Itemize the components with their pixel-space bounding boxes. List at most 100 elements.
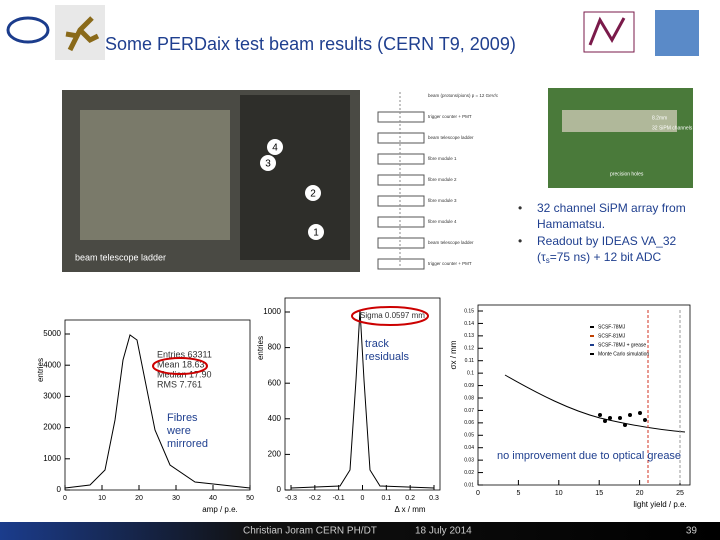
y-tick-label: 0.01 [464, 482, 474, 488]
x-tick-label: 20 [135, 495, 143, 502]
x-tick-label: 0.1 [381, 495, 391, 502]
y-tick-label: 0.05 [464, 433, 474, 439]
y-tick-label: 0.13 [464, 333, 474, 339]
plot-frame [64, 319, 251, 491]
diagram-module [377, 216, 425, 228]
legend-label: Monte Carlo simulation [598, 351, 649, 357]
logos [6, 5, 699, 60]
y-tick-label: 0.1 [467, 370, 474, 376]
footer-bar [0, 522, 720, 540]
point [598, 413, 602, 417]
x-axis-label: Δ x / mm [394, 505, 425, 514]
bullet-sub: s [546, 256, 550, 265]
point [643, 418, 647, 422]
bullet-dot: • [518, 201, 522, 215]
highlight [351, 306, 429, 326]
x-tick-label: 15 [595, 490, 603, 497]
y-tick-label: 1000 [43, 454, 61, 463]
annotation: track residuals [365, 338, 410, 363]
x-tick-label: 0 [361, 495, 365, 502]
footer-author: Christian Joram CERN PH/DT [243, 526, 377, 537]
legend-swatch [590, 326, 594, 328]
y-tick-label: 200 [268, 450, 282, 459]
y-tick-label: 0.06 [464, 420, 474, 426]
annotation-line: mirrored [167, 438, 208, 450]
diagram-label: fibre module 3 [428, 198, 457, 203]
y-tick-label: 3000 [43, 392, 61, 401]
annotation: no improvement due to optical grease [497, 450, 681, 462]
x-tick-label: 40 [209, 495, 217, 502]
point [618, 416, 622, 420]
footer-date: 18 July 2014 [415, 526, 472, 537]
annotation-line: residuals [365, 351, 410, 363]
y-tick-label: 5000 [43, 329, 61, 338]
diagram-module [377, 258, 425, 270]
diagram-label: beam telescope ladder [428, 240, 474, 245]
y-tick-label: 0.03 [464, 457, 474, 463]
diagram-label: beam (protons/pions) p = 12 GeV/c [428, 93, 499, 98]
bullet-text: 32 channel SiPM array from Hamamatsu. [537, 201, 686, 231]
diagram-label: beam telescope ladder [428, 135, 474, 140]
x-tick-label: 20 [636, 490, 644, 497]
stats-text: Sigma 0.0597 mm [360, 311, 425, 320]
highlight [152, 357, 208, 375]
diagram-module [377, 195, 425, 207]
photo-label: 1 [313, 228, 319, 239]
sipm-label: 8.2mm [652, 115, 667, 121]
legend-label: SCSF-81MJ [598, 333, 626, 339]
x-tick-label: 5 [516, 490, 520, 497]
x-tick-label: -0.2 [309, 495, 321, 502]
sipm-label: 32 SiPM channels [652, 125, 693, 131]
photo-marker [267, 139, 283, 155]
photo-label: 4 [272, 143, 278, 154]
annotation-line: track [365, 338, 389, 350]
x-tick-label: 10 [98, 495, 106, 502]
bullet-dot: • [518, 234, 522, 248]
diagram [370, 88, 490, 270]
diagram-label: fibre module 1 [428, 156, 457, 161]
plot-frame [284, 297, 441, 491]
legend-swatch [590, 335, 594, 337]
x-tick-label: 0 [476, 490, 480, 497]
y-tick-label: 0.11 [465, 358, 475, 364]
x-axis-label: light yield / p.e. [633, 500, 686, 509]
point [638, 411, 642, 415]
stats-text: Mean 18.63 [157, 359, 205, 369]
y-tick-label: 2000 [43, 423, 61, 432]
diagram-module [377, 237, 425, 249]
mc-curve [504, 374, 686, 433]
annotation-line: were [166, 425, 191, 437]
y-tick-label: 0.12 [464, 346, 474, 352]
y-tick-label: 0 [277, 485, 282, 494]
x-tick-label: 25 [676, 490, 684, 497]
y-axis-label: entries [36, 358, 45, 382]
stats-text: RMS 7.761 [157, 379, 202, 389]
x-tick-label: -0.1 [333, 495, 345, 502]
y-tick-label: 0.08 [464, 395, 474, 401]
point [623, 423, 627, 427]
photo-marker [260, 155, 276, 171]
y-tick-label: 0.09 [464, 383, 474, 389]
bullet-part: Readout by IDEAS VA_32 [537, 234, 680, 248]
y-tick-label: 0.04 [464, 445, 474, 451]
sipm-label: precision holes [610, 171, 644, 177]
y-tick-label: 600 [268, 378, 282, 387]
annotation-line: Fibres [167, 412, 198, 424]
x-tick-label: -0.3 [285, 495, 297, 502]
legend-label: SCSF-78MJ + grease [598, 342, 646, 348]
x-tick-label: 30 [172, 495, 180, 502]
bullet-line: Hamamatsu. [537, 217, 605, 231]
y-tick-label: 0.14 [464, 321, 474, 327]
point [608, 416, 612, 420]
x-tick-label: 0.3 [429, 495, 439, 502]
legend-swatch [590, 353, 594, 355]
y-tick-label: 400 [268, 414, 282, 423]
legend-swatch [590, 344, 594, 346]
y-tick-label: 0.15 [464, 308, 474, 314]
y-axis-label: σx / mm [449, 340, 458, 369]
annotation: Fibres were mirrored [166, 412, 208, 450]
bullet-symbol: (τ [537, 250, 546, 264]
stats-text: Entries 63311 [157, 349, 212, 359]
y-tick-label: 0.02 [464, 470, 474, 476]
